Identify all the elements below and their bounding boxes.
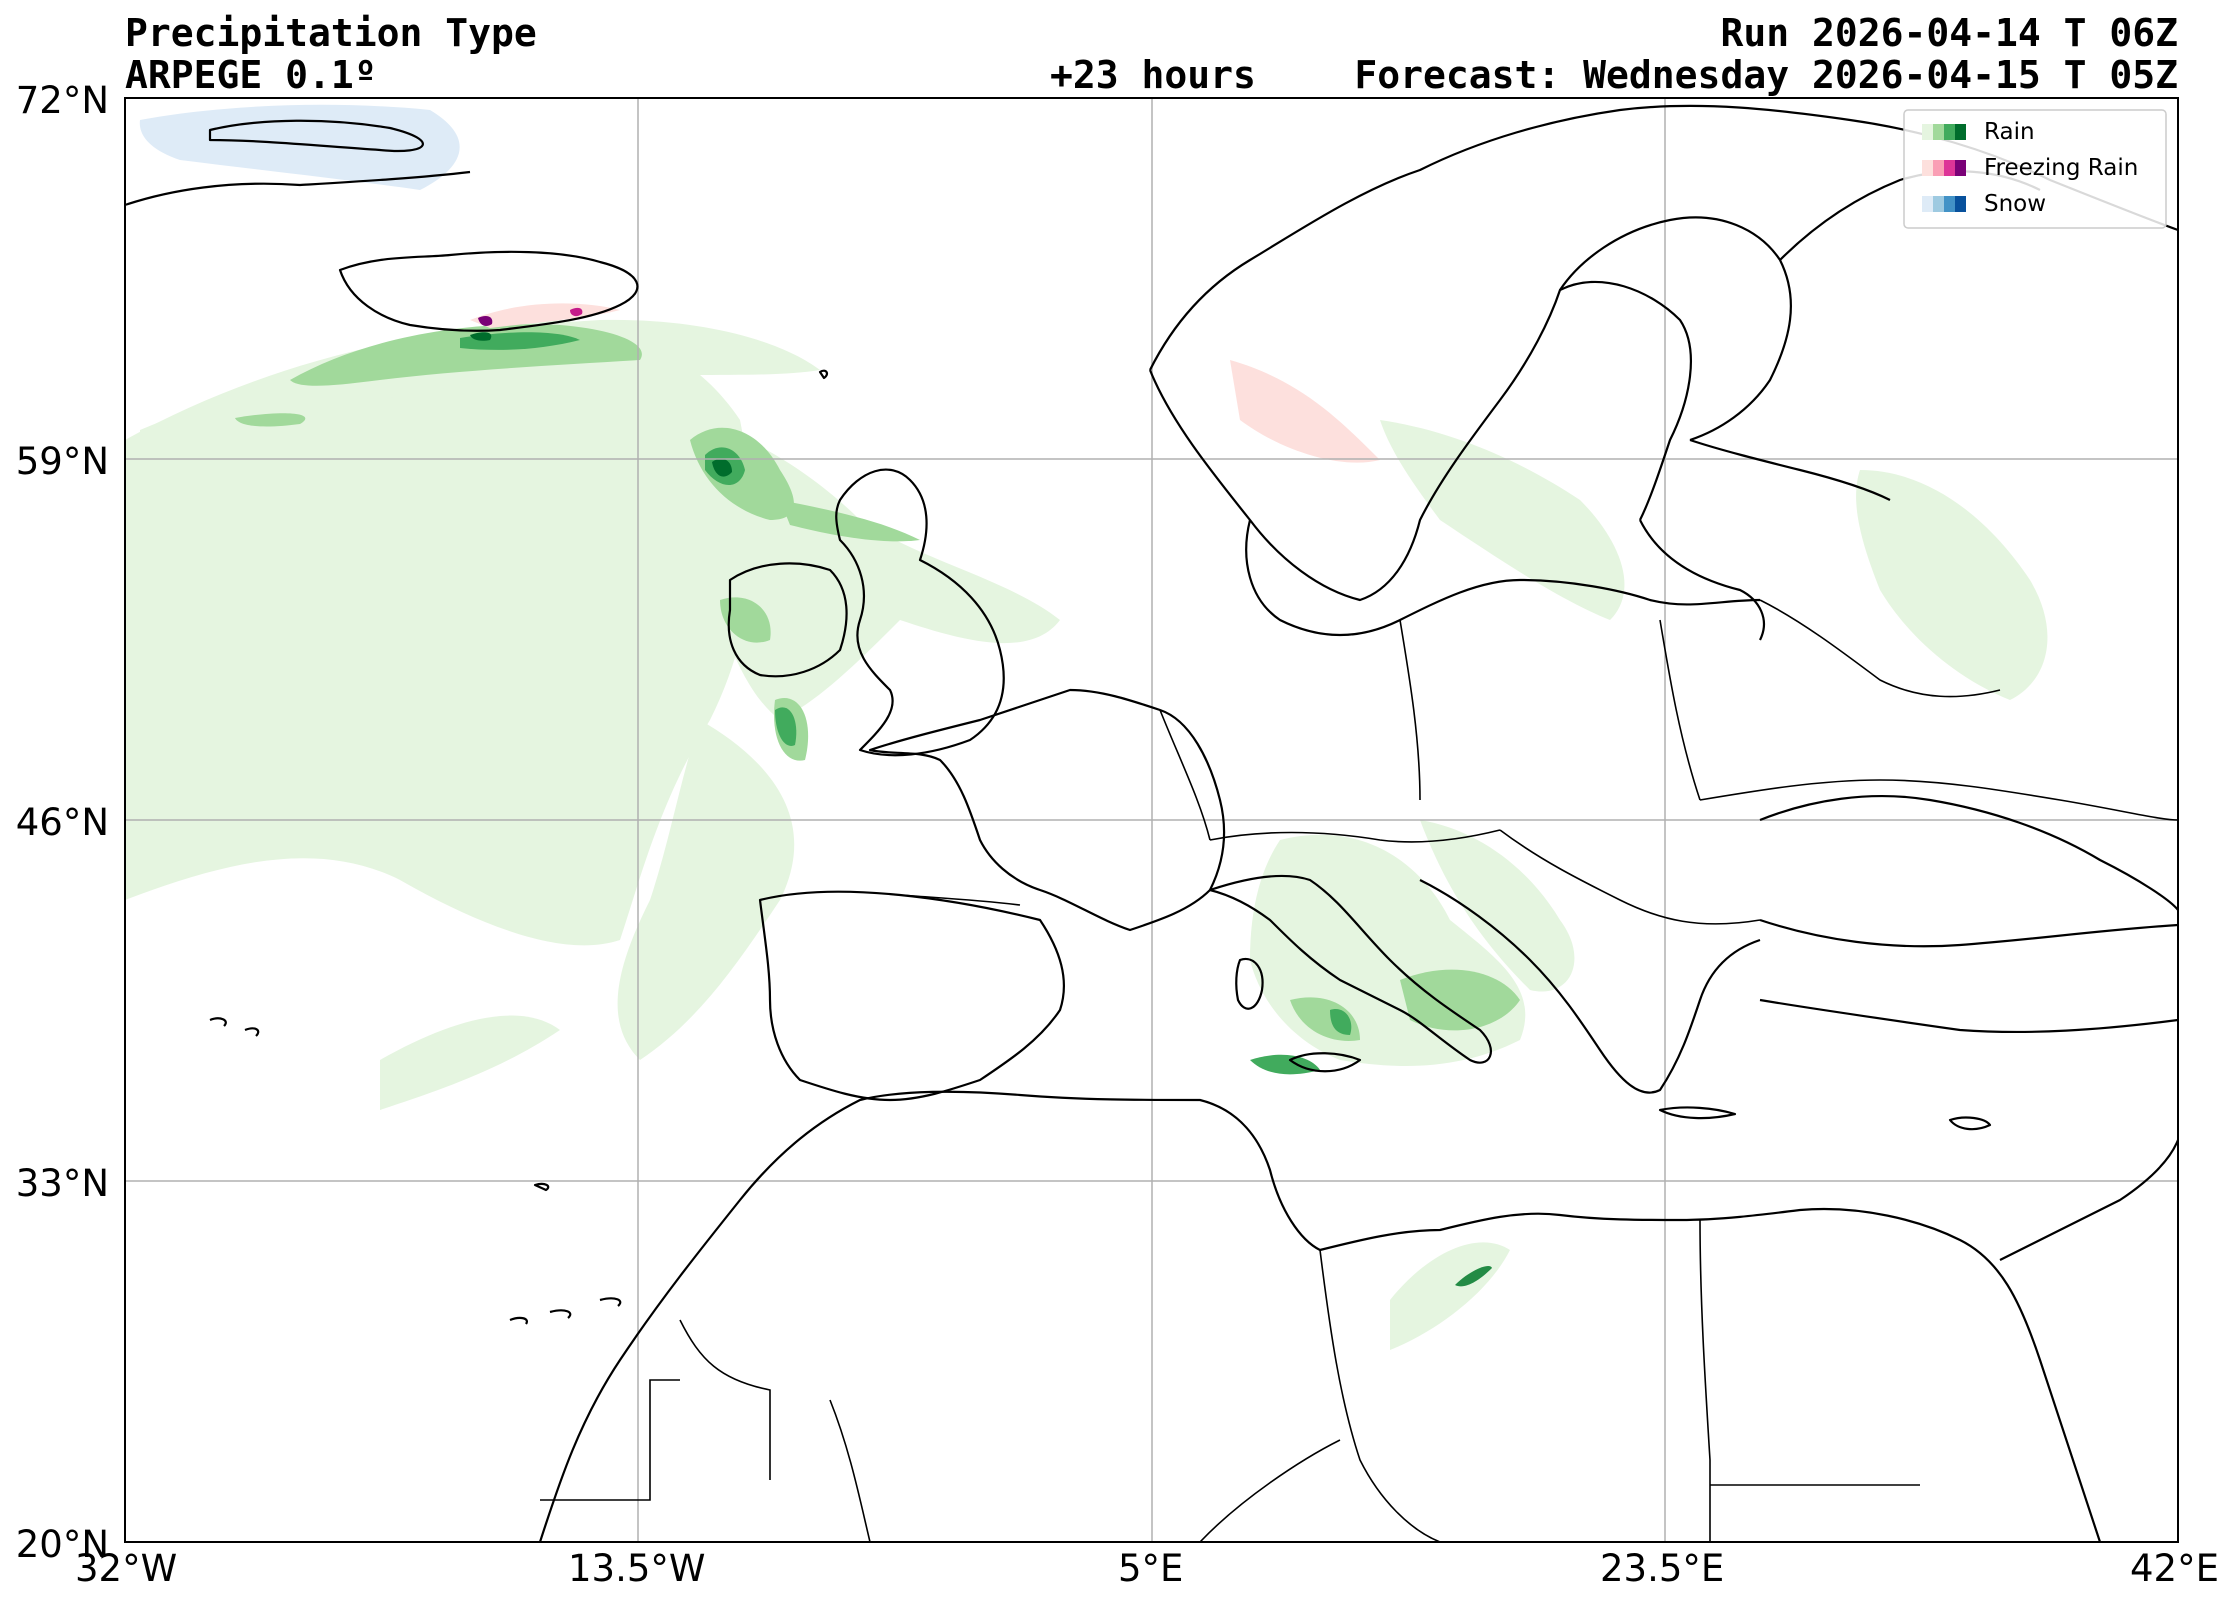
rain-area-atlantic xyxy=(125,320,753,946)
legend-label-freezing-rain: Freezing Rain xyxy=(1984,155,2138,181)
legend-swatch-snow xyxy=(1922,196,1966,212)
rain-moderate-south-italy xyxy=(1400,969,1520,1031)
lat-label-59: 59°N xyxy=(15,440,109,483)
coast-black-sea xyxy=(1759,794,2178,948)
rain-area-biscay-tail xyxy=(617,720,795,1060)
coast-north-africa xyxy=(538,1090,2102,1542)
gridlines xyxy=(125,98,2178,1542)
coast-balkans-greece xyxy=(1419,879,1761,1094)
lon-label-32w: 32°W xyxy=(75,1547,178,1590)
rain-area-libya xyxy=(1390,1242,1510,1350)
coast-crete xyxy=(1658,1106,1737,1120)
precipitation-field xyxy=(125,104,2048,1350)
coast-greenland xyxy=(125,119,471,207)
lead-time-label: +23 hours xyxy=(1050,53,1256,97)
legend: Rain Freezing Rain Snow xyxy=(1903,109,2167,229)
border-mauritania xyxy=(829,1399,871,1542)
border-libya-egypt xyxy=(1699,1219,1711,1542)
country-borders xyxy=(540,599,2178,1542)
lat-label-33: 33°N xyxy=(15,1162,109,1205)
lon-label-42e: 42°E xyxy=(2130,1547,2219,1590)
coast-italy xyxy=(1208,874,1492,1064)
coast-red-sea xyxy=(1999,1139,2178,1261)
border-france-germany xyxy=(1159,709,1211,841)
border-balkans xyxy=(1499,829,1761,925)
coast-azores xyxy=(209,1017,260,1037)
coast-france xyxy=(868,688,1226,932)
border-baltic-russia xyxy=(1759,599,2001,698)
lat-label-72: 72°N xyxy=(15,79,109,122)
border-alps xyxy=(1209,829,1501,843)
model-label: ARPEGE 0.1º xyxy=(125,53,377,97)
rain-area-iceland-band xyxy=(140,319,820,470)
coast-iberia xyxy=(758,890,1065,1102)
lat-label-46: 46°N xyxy=(15,801,109,844)
freezing-rain-iceland xyxy=(470,303,620,328)
coast-sardinia xyxy=(1235,957,1264,1010)
rain-moderate-north-atlantic xyxy=(235,413,306,427)
coastlines xyxy=(125,104,2178,1542)
rain-strong-calabria xyxy=(1330,1009,1352,1035)
coast-cyprus xyxy=(1948,1116,1992,1131)
coast-madeira xyxy=(533,1182,550,1192)
lon-label-13.5w: 13.5°W xyxy=(568,1547,706,1590)
border-eastern-europe xyxy=(1699,779,2178,821)
rain-strong-tunisia xyxy=(1250,1054,1320,1075)
border-poland-ukraine xyxy=(1659,619,1701,801)
coast-denmark-germany xyxy=(1245,519,1761,637)
coast-iceland xyxy=(338,250,639,332)
coast-gulf-bothnia xyxy=(1559,216,1792,442)
coast-ireland xyxy=(727,562,848,678)
lon-label-23.5e: 23.5°E xyxy=(1600,1547,1725,1590)
freezing-rain-core-iceland xyxy=(478,316,493,326)
rain-moderate-hebrides xyxy=(780,500,920,542)
rain-area-balkans xyxy=(1420,820,1575,992)
border-germany-poland xyxy=(1399,619,1421,801)
border-west-sahara xyxy=(540,1379,680,1501)
rain-area-scandinavia xyxy=(1380,420,1625,620)
coast-great-britain xyxy=(835,468,1005,757)
border-morocco-algeria xyxy=(679,1319,771,1480)
run-label: Run 2026-04-14 T 06Z xyxy=(1720,11,2178,55)
rain-heavy-rockall xyxy=(712,458,732,477)
rain-moderate-ireland xyxy=(720,597,771,643)
legend-swatch-freezing-rain xyxy=(1922,160,1966,176)
coast-turkey-south xyxy=(1759,998,2178,1034)
border-niger-chad xyxy=(1199,1439,1341,1542)
coast-sicily xyxy=(1288,1052,1362,1073)
freezing-rain-core-iceland-east xyxy=(570,307,583,317)
forecast-label: Forecast: Wednesday 2026-04-15 T 05Z xyxy=(1354,53,2178,97)
legend-label-rain: Rain xyxy=(1984,119,2035,145)
coast-baltic-east xyxy=(1639,519,1765,641)
lon-label-5e: 5°E xyxy=(1118,1547,1184,1590)
map-frame xyxy=(124,97,2179,1543)
border-algeria-libya xyxy=(1319,1249,1441,1542)
coast-faroes xyxy=(818,369,829,380)
rain-area-azores xyxy=(380,1015,560,1110)
coast-canaries xyxy=(509,1297,622,1325)
border-france-spain xyxy=(899,894,1021,906)
legend-swatch-rain xyxy=(1922,124,1966,140)
legend-box xyxy=(1903,109,2167,229)
legend-label-snow: Snow xyxy=(1984,191,2046,217)
rain-strong-biscay xyxy=(775,707,797,746)
rain-heavy-iceland xyxy=(470,332,492,341)
rain-area-eastern-europe xyxy=(1856,470,2048,700)
lat-label-20: 20°N xyxy=(15,1523,109,1566)
rain-strong-libya xyxy=(1455,1265,1492,1287)
map-title: Precipitation Type xyxy=(125,11,537,55)
rain-area-norway xyxy=(1230,360,1380,463)
